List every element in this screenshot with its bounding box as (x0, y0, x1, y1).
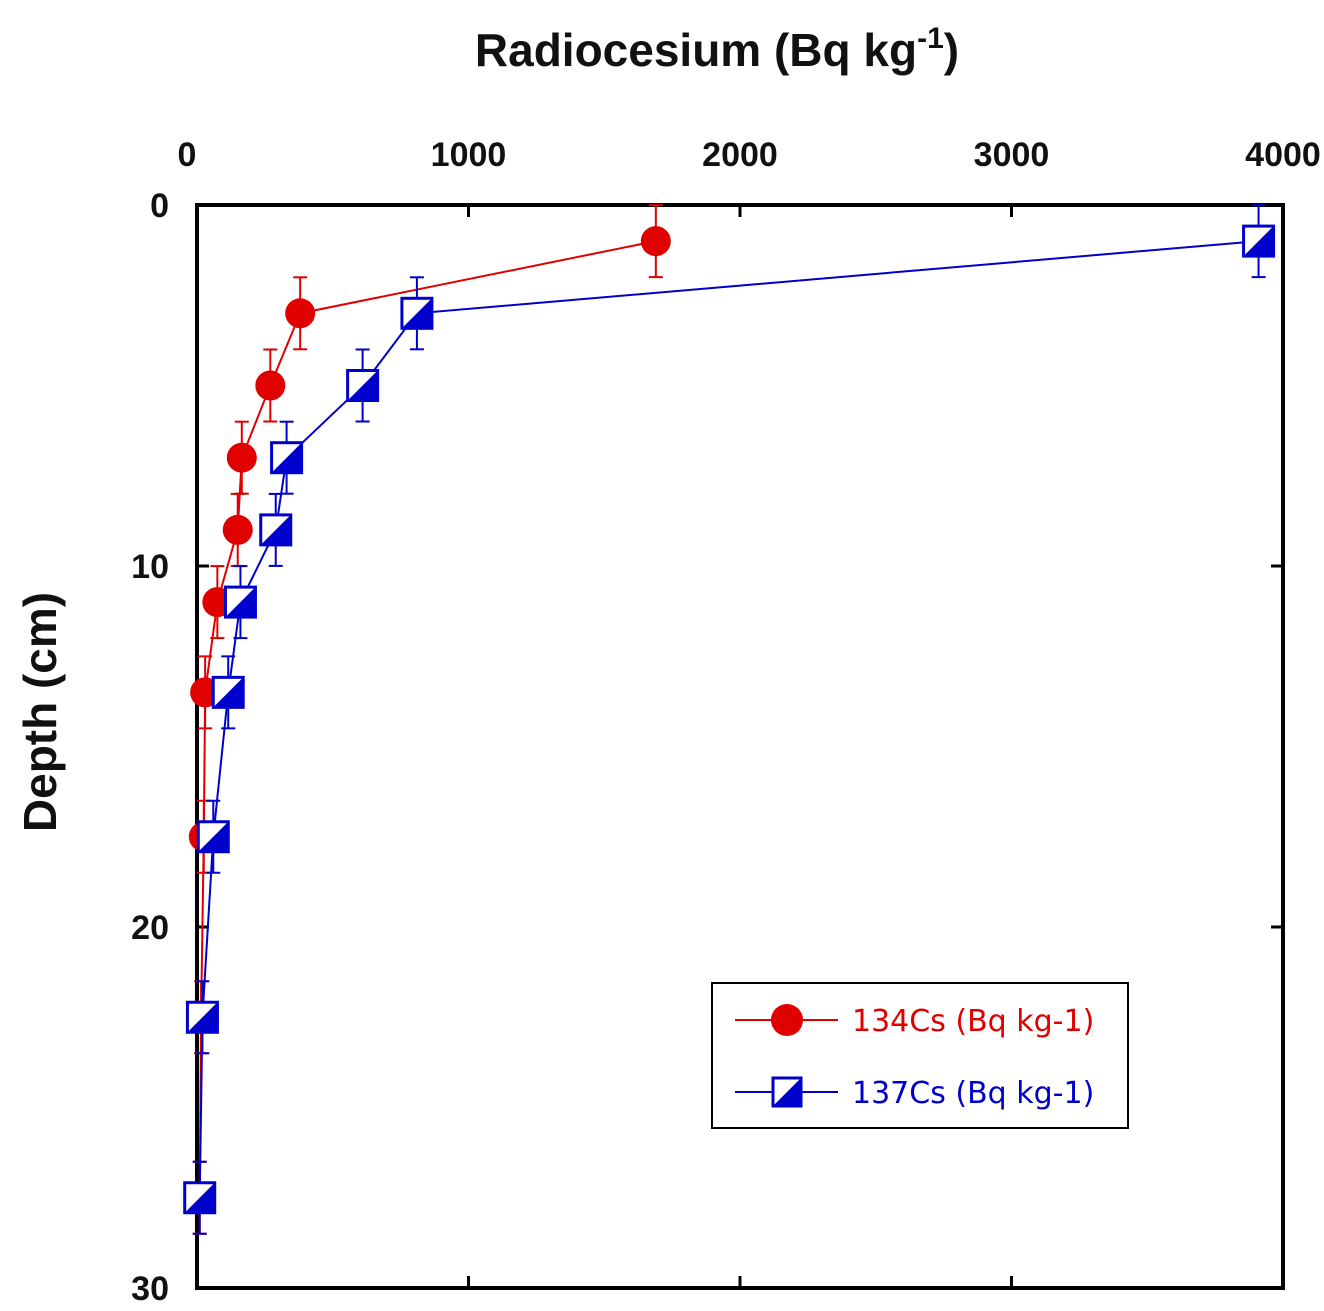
y-tick-label: 10 (131, 548, 169, 586)
x-tick-label: 4000 (1245, 136, 1321, 174)
y-tick-label: 20 (131, 909, 169, 947)
data-point-137cs-fill (271, 442, 302, 473)
series-1 (183, 204, 1276, 1235)
x-tick-label: 0 (178, 136, 197, 174)
series-layer (183, 204, 1276, 1235)
x-axis-title: Radiocesium (Bq kg-1) (475, 22, 959, 76)
legend-label-137cs: 137Cs (Bq kg-1) (852, 1076, 1094, 1111)
data-point-137cs-fill (347, 370, 378, 401)
legend-entry-137cs: 137Cs (Bq kg-1) (735, 1076, 1094, 1111)
data-point-134cs (640, 226, 671, 257)
axis-ticks: 0 1000 2000 3000 4000 0 10 20 30 (131, 136, 1321, 1308)
data-point-134cs (222, 514, 253, 545)
y-tick-label: 30 (131, 1270, 169, 1308)
series-line (198, 240, 1259, 1198)
data-point-134cs (226, 442, 257, 473)
legend: 134Cs (Bq kg-1) 137Cs (Bq kg-1) (711, 982, 1129, 1129)
x-tick-label: 1000 (431, 136, 507, 174)
legend-entry-134cs: 134Cs (Bq kg-1) (735, 1004, 1094, 1039)
data-point-137cs-fill (225, 587, 256, 618)
x-axis-title-close: ) (944, 24, 959, 76)
data-point-134cs (285, 298, 316, 329)
data-point-137cs-fill (198, 821, 229, 852)
x-tick-label: 3000 (974, 136, 1050, 174)
x-axis-title-superscript: -1 (917, 22, 944, 55)
data-point-137cs-fill (187, 1002, 218, 1033)
data-point-137cs-fill (213, 677, 244, 708)
data-point-137cs-fill (184, 1182, 215, 1213)
legend-label-134cs: 134Cs (Bq kg-1) (852, 1004, 1094, 1039)
series-line (198, 240, 657, 1198)
y-tick-label: 0 (150, 187, 169, 225)
x-axis-title-main: Radiocesium (Bq kg (475, 24, 917, 76)
data-point-134cs (255, 370, 286, 401)
data-point-137cs-fill (401, 298, 432, 329)
legend-marker-134cs (771, 1004, 803, 1036)
y-axis-title: Depth (cm) (14, 592, 66, 832)
data-point-137cs-fill (260, 514, 291, 545)
x-tick-label: 2000 (702, 136, 778, 174)
data-point-137cs-fill (1243, 226, 1274, 257)
legend-marker-137cs-fill (773, 1078, 801, 1106)
